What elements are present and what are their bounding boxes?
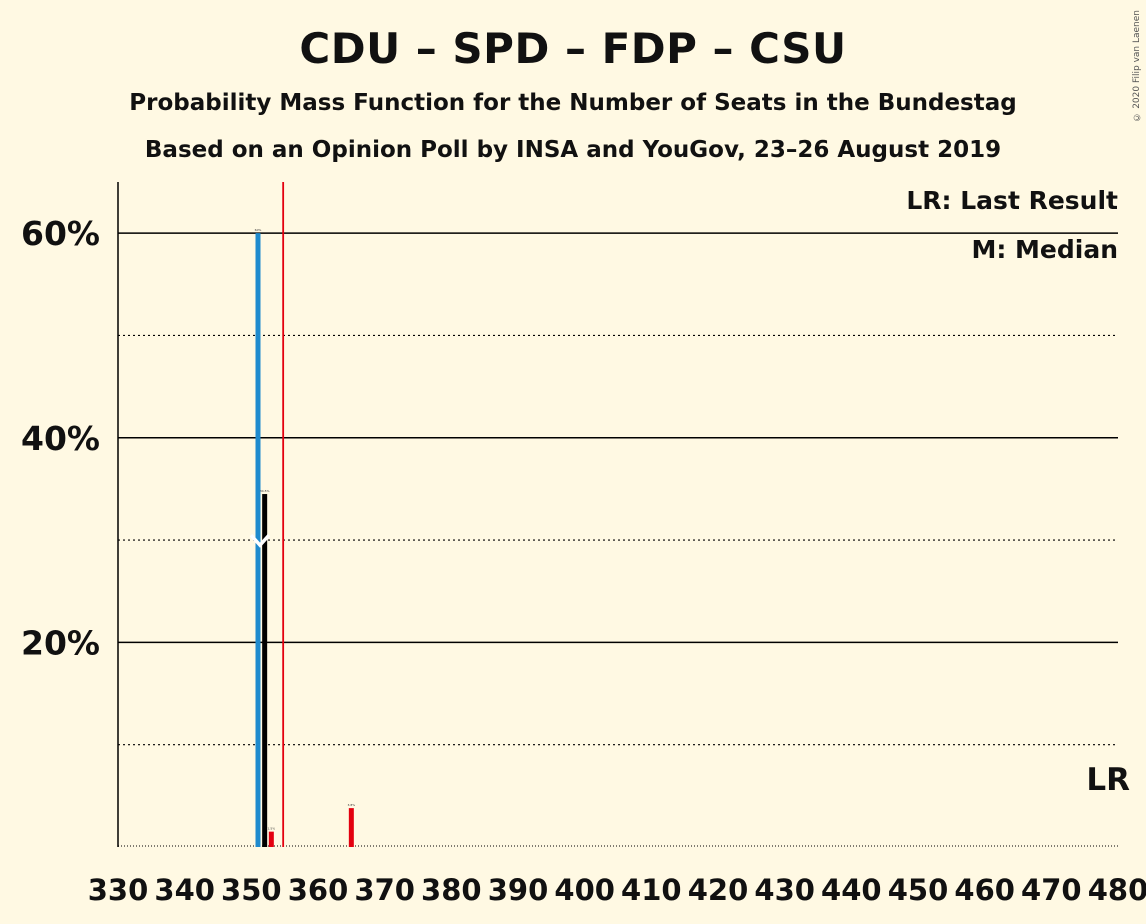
- x-tick-label: 380: [421, 873, 482, 907]
- x-tick-label: 400: [554, 873, 615, 907]
- chart-title: CDU – SPD – FDP – CSU: [299, 24, 847, 73]
- bar-352: [262, 494, 268, 847]
- x-tick-label: 350: [221, 873, 282, 907]
- bar-value-label: 34.5%: [260, 489, 270, 493]
- x-tick-label: 440: [821, 873, 882, 907]
- x-tick-label: 410: [621, 873, 682, 907]
- x-tick-label: 470: [1021, 873, 1082, 907]
- x-tick-label: 480: [1088, 873, 1146, 907]
- chart-subtitle-source: Based on an Opinion Poll by INSA and You…: [144, 137, 1002, 163]
- bar-value-label: 3.8%: [348, 803, 356, 807]
- legend-median: M: Median: [971, 235, 1118, 264]
- x-tick-label: 340: [154, 873, 215, 907]
- y-tick-label: 40%: [21, 419, 100, 458]
- bar-365: [348, 808, 354, 847]
- bar-351: [255, 233, 261, 848]
- bar-353: [268, 831, 274, 847]
- x-tick-label: 420: [688, 873, 749, 907]
- y-tick-label: 20%: [21, 623, 100, 662]
- bar-value-label: 1.5%: [268, 827, 276, 831]
- x-tick-label: 450: [888, 873, 949, 907]
- x-tick-label: 330: [88, 873, 149, 907]
- x-tick-label: 390: [488, 873, 549, 907]
- bars: 60% 34.5% 1.5% 3.8%: [255, 228, 356, 848]
- grid-lines: [118, 232, 1118, 847]
- x-tick-label: 370: [354, 873, 415, 907]
- last-result-label: LR: [1086, 762, 1130, 798]
- y-tick-label: 60%: [21, 214, 100, 253]
- x-tick-label: 360: [288, 873, 349, 907]
- bar-value-label: 60%: [255, 228, 262, 232]
- median-marker: [249, 534, 271, 548]
- chart-subtitle: Probability Mass Function for the Number…: [129, 90, 1017, 116]
- markers: [249, 182, 285, 847]
- x-tick-label: 430: [754, 873, 815, 907]
- labels: 20%40%60%330 340 350 360 370 380 390 400 410 420 4…: [21, 186, 1146, 907]
- legend-last-result: LR: Last Result: [906, 186, 1118, 215]
- x-tick-label: 460: [954, 873, 1015, 907]
